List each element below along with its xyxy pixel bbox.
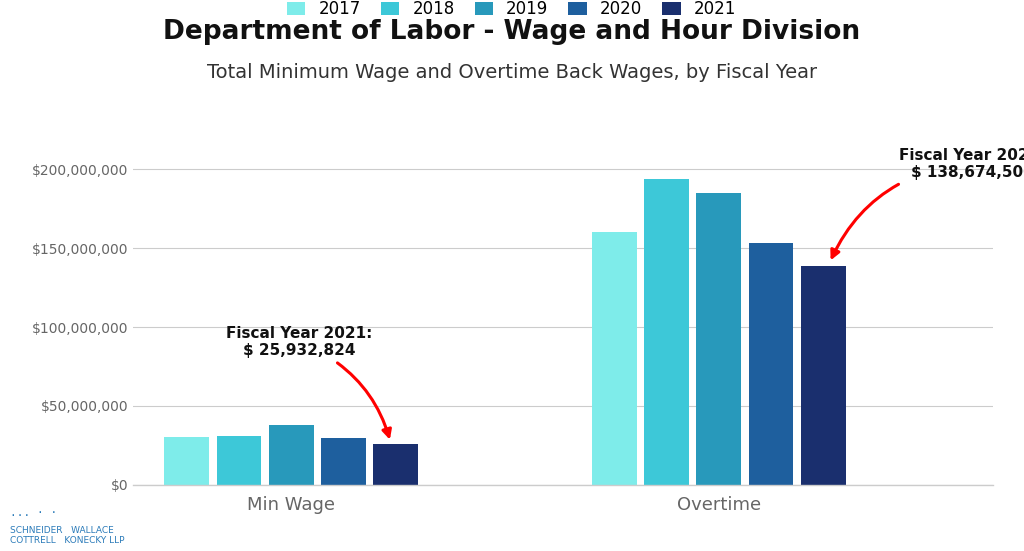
Bar <box>592 233 637 485</box>
Bar <box>801 266 846 485</box>
Bar <box>165 437 209 485</box>
Text: ... · ·: ... · · <box>10 508 57 518</box>
Bar <box>749 244 794 485</box>
Bar <box>696 193 741 485</box>
Text: Fiscal Year 2021:
$ 25,932,824: Fiscal Year 2021: $ 25,932,824 <box>226 326 390 436</box>
Legend: 2017, 2018, 2019, 2020, 2021: 2017, 2018, 2019, 2020, 2021 <box>287 1 736 18</box>
Text: Fiscal Year 2021:
$ 138,674,500: Fiscal Year 2021: $ 138,674,500 <box>831 148 1024 257</box>
Bar <box>374 444 418 485</box>
Text: SCHNEIDER   WALLACE
COTTRELL   KONECKY LLP: SCHNEIDER WALLACE COTTRELL KONECKY LLP <box>10 526 125 545</box>
Text: Total Minimum Wage and Overtime Back Wages, by Fiscal Year: Total Minimum Wage and Overtime Back Wag… <box>207 63 817 82</box>
Bar <box>644 179 689 485</box>
Text: Department of Labor - Wage and Hour Division: Department of Labor - Wage and Hour Divi… <box>164 19 860 45</box>
Bar <box>217 436 261 485</box>
Bar <box>269 425 313 485</box>
Bar <box>322 437 366 485</box>
